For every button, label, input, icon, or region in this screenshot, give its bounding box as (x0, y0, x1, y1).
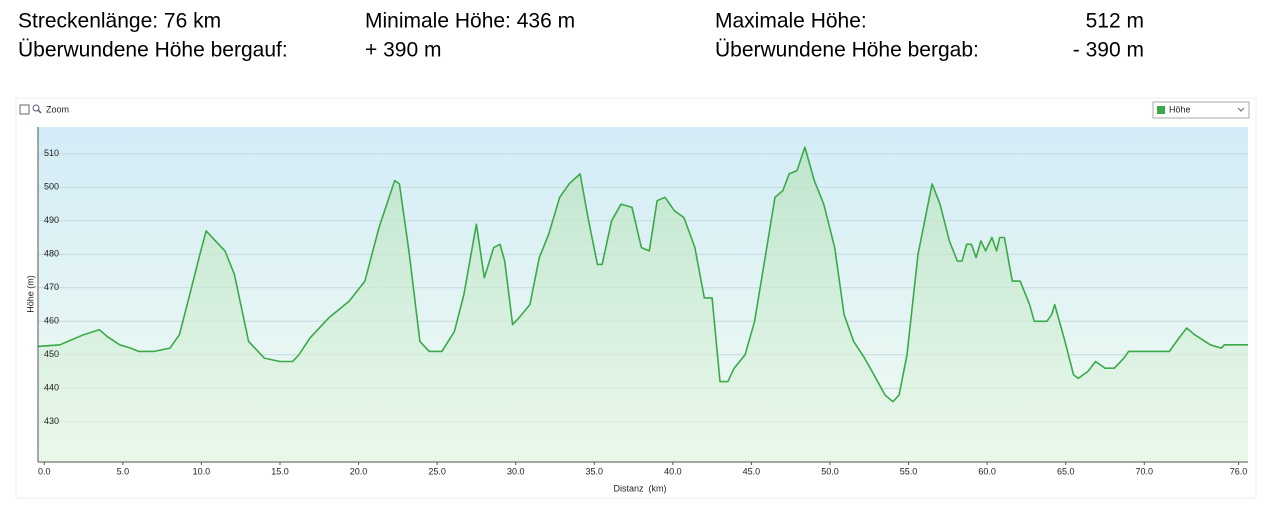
legend-label: Höhe (1169, 104, 1191, 114)
x-tick-label: 10.0 (193, 466, 211, 476)
y-tick-label: 510 (44, 148, 59, 158)
x-tick-label: 55.0 (900, 466, 918, 476)
x-tick-label: 70.0 (1136, 466, 1154, 476)
y-tick-label: 500 (44, 182, 59, 192)
zoom-checkbox[interactable] (19, 104, 30, 115)
x-tick-label: 0.0 (38, 466, 51, 476)
x-tick-label: 35.0 (586, 466, 604, 476)
zoom-icon (32, 104, 40, 112)
stat-label: Maximale Höhe: (715, 10, 867, 33)
y-tick-label: 430 (44, 416, 59, 426)
legend-swatch (1157, 106, 1165, 114)
zoom-icon (37, 109, 42, 114)
x-tick-label: 60.0 (978, 466, 996, 476)
x-axis-title: Distanz (km) (613, 483, 666, 493)
x-tick-label: 20.0 (350, 466, 368, 476)
x-tick-label: 25.0 (428, 466, 446, 476)
x-tick-label: 65.0 (1057, 466, 1075, 476)
y-tick-label: 460 (44, 316, 59, 326)
zoom-label[interactable]: Zoom (46, 104, 69, 114)
y-axis-title: Höhe (m) (25, 275, 35, 313)
x-tick-label: 15.0 (271, 466, 289, 476)
x-tick-label: 5.0 (117, 466, 130, 476)
y-tick-label: 490 (44, 215, 59, 225)
stat-value: + 390 m (365, 39, 441, 62)
stat-value: 512 m (1086, 10, 1144, 33)
y-tick-label: 480 (44, 249, 59, 259)
y-tick-label: 440 (44, 383, 59, 393)
stat-label: Überwundene Höhe bergab: (715, 39, 979, 62)
x-tick-label: 50.0 (821, 466, 839, 476)
stat-value: - 390 m (1073, 39, 1144, 62)
stat: Streckenlänge: 76 km (18, 10, 221, 33)
y-tick-label: 470 (44, 282, 59, 292)
y-tick-label: 450 (44, 349, 59, 359)
x-tick-label: 30.0 (507, 466, 525, 476)
x-tick-label: 76.0 (1230, 466, 1248, 476)
elevation-line (37, 146, 1248, 403)
x-tick-label: 45.0 (743, 466, 761, 476)
x-tick-label: 40.0 (664, 466, 682, 476)
dropdown[interactable] (1152, 101, 1250, 119)
stat: Minimale Höhe: 436 m (365, 10, 575, 33)
stat-label: Überwundene Höhe bergauf: (18, 39, 288, 62)
dropdown-arrow (1237, 107, 1245, 112)
